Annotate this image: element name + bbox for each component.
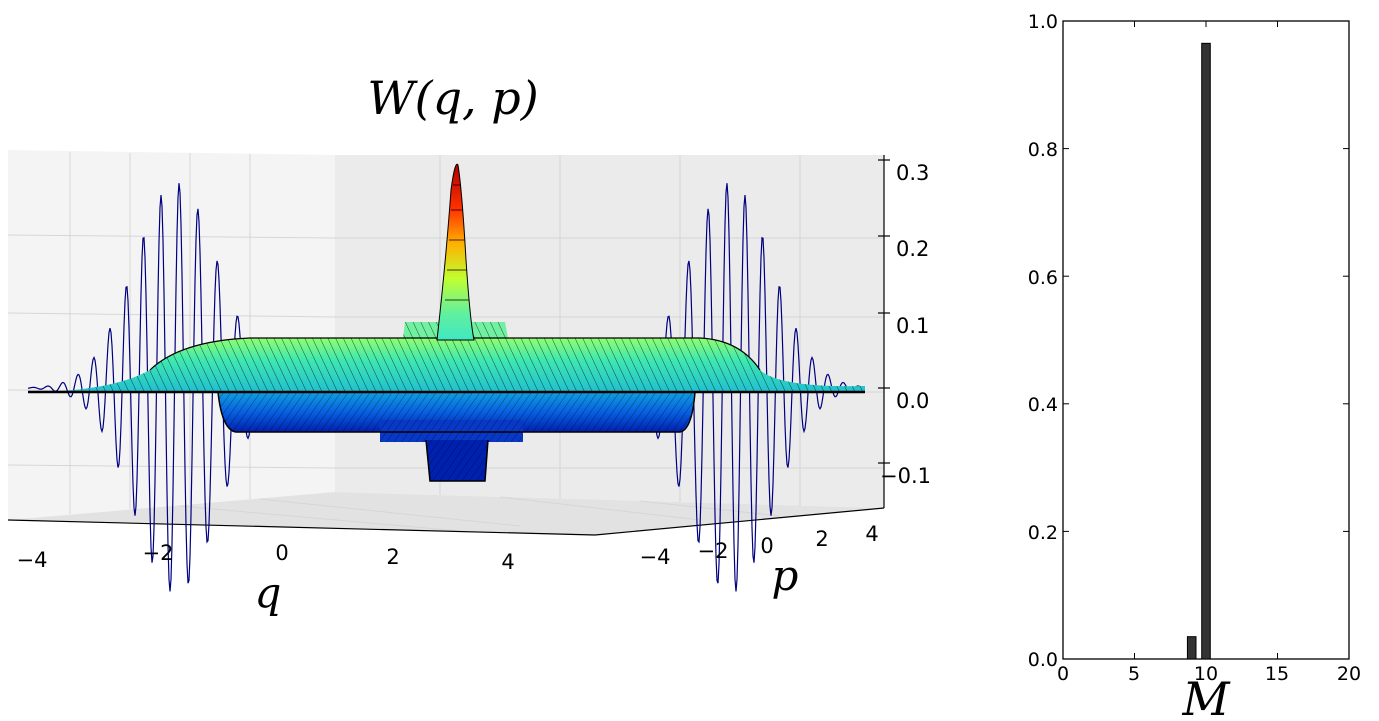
p-tick-label: 2 xyxy=(815,527,828,551)
z-tick-label: 0.3 xyxy=(896,161,929,185)
p-tick-label: 0 xyxy=(760,534,773,558)
z-tick-label: −0.1 xyxy=(880,464,931,488)
back-pane-left xyxy=(8,150,335,520)
y-tick-label: 1.0 xyxy=(1028,11,1058,33)
p-tick-label: 4 xyxy=(865,522,878,546)
y-tick-label: 0.0 xyxy=(1028,649,1058,671)
x-tick-label: 15 xyxy=(1265,663,1289,685)
surface-positive-disk xyxy=(28,322,865,394)
y-tick-label: 0.6 xyxy=(1028,267,1058,289)
x-axis-label: M xyxy=(1181,672,1231,721)
y-tick-label: 0.4 xyxy=(1028,394,1058,416)
z-tick-label: 0.2 xyxy=(896,237,929,261)
bar-M-9 xyxy=(1186,636,1197,660)
bar-M-10 xyxy=(1201,42,1211,660)
floor-pane xyxy=(8,492,884,535)
bar-chart-bars xyxy=(1186,42,1211,660)
q-tick-label: 2 xyxy=(386,545,399,569)
q-tick-label: 0 xyxy=(275,541,288,565)
p-tick-label: −4 xyxy=(640,545,671,569)
q-tick-label: −4 xyxy=(17,548,48,572)
q-axis-line xyxy=(7,519,596,536)
surface-plot: 0.3 0.2 0.1 0.0 −0.1 −4 −2 0 2 4 −4 −2 0… xyxy=(7,71,931,617)
surface-title: W(q, p) xyxy=(367,71,538,125)
x-tick-label: 5 xyxy=(1128,663,1140,685)
y-tick-label: 0.8 xyxy=(1028,139,1058,161)
bar-chart: 0.0 0.2 0.4 0.6 0.8 1.0 0 5 10 15 20 M xyxy=(1028,11,1361,721)
z-tick-label: 0.0 xyxy=(896,389,929,413)
p-axis-line xyxy=(594,507,885,536)
x-tick-label: 10 xyxy=(1194,663,1218,685)
y-tick-label: 0.2 xyxy=(1028,522,1058,544)
surface-central-peak xyxy=(436,163,475,341)
z-axis-ticks xyxy=(878,159,890,464)
q-tick-label: −2 xyxy=(143,541,174,565)
x-tick-label: 20 xyxy=(1337,663,1361,685)
z-tick-label: 0.1 xyxy=(896,314,929,338)
q-axis-label: q xyxy=(255,568,282,617)
x-tick-label: 0 xyxy=(1057,663,1069,685)
surface-negative-region xyxy=(217,391,696,482)
p-axis-label: p xyxy=(772,551,799,600)
p-tick-label: −2 xyxy=(698,539,729,563)
q-tick-label: 4 xyxy=(501,550,514,574)
